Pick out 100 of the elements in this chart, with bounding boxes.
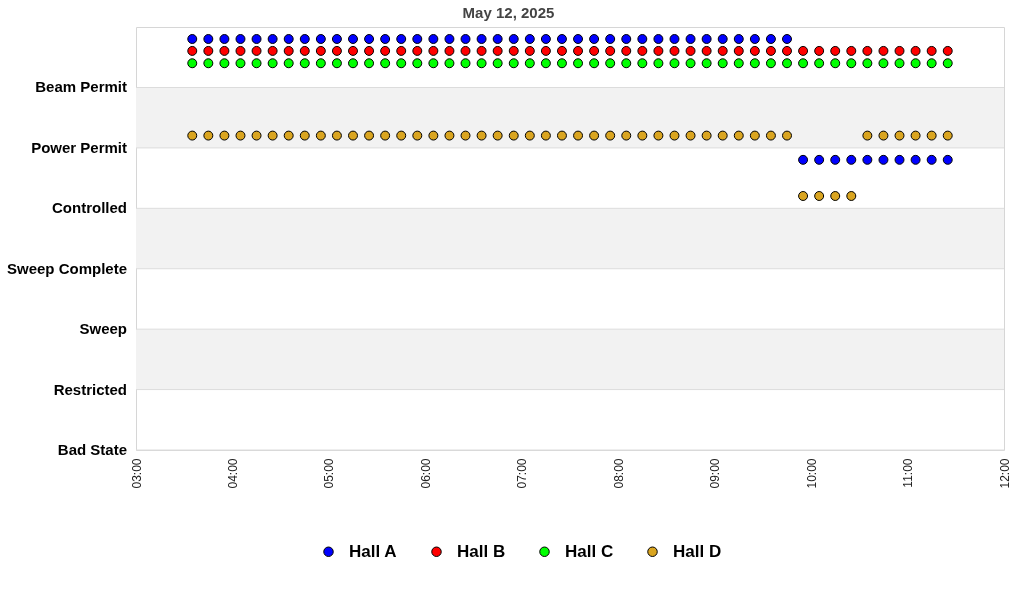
point [798, 45, 809, 56]
point [251, 45, 262, 56]
point [621, 130, 632, 141]
point [331, 58, 342, 69]
point [203, 45, 214, 56]
point [846, 45, 857, 56]
point [830, 58, 841, 69]
point [862, 154, 873, 165]
point [701, 130, 712, 141]
point [782, 58, 792, 69]
point [283, 58, 294, 69]
x-tick-label: 12:00 [997, 458, 1012, 489]
point [267, 130, 278, 141]
point [444, 45, 455, 56]
x-tick-label: 08:00 [611, 458, 626, 489]
point [782, 45, 792, 56]
point [251, 34, 262, 44]
point [637, 45, 648, 56]
point [846, 58, 857, 69]
point [524, 130, 535, 141]
point [331, 34, 342, 44]
point [444, 58, 455, 69]
point [830, 45, 841, 56]
point [364, 130, 375, 141]
point [573, 58, 584, 69]
point [348, 58, 358, 69]
point [685, 58, 696, 69]
point [476, 45, 487, 56]
point [637, 58, 648, 69]
point [203, 58, 214, 69]
point [556, 34, 567, 44]
point [605, 34, 616, 44]
point [476, 58, 487, 69]
point [283, 130, 294, 141]
point [380, 34, 391, 44]
point [878, 154, 889, 165]
point [862, 130, 873, 141]
point [460, 34, 471, 44]
point [782, 130, 792, 141]
point [460, 58, 471, 69]
point [942, 45, 953, 56]
point [396, 130, 407, 141]
point [830, 154, 841, 165]
ref-line-label: Beam Permit [35, 78, 127, 96]
point [894, 154, 905, 165]
point [749, 58, 760, 69]
point [235, 130, 246, 141]
point [733, 130, 744, 141]
ref-line-label: Bad State [57, 441, 127, 458]
point [315, 130, 326, 141]
point [878, 45, 889, 56]
point [878, 58, 889, 69]
point [942, 130, 953, 141]
point [717, 130, 728, 141]
point [492, 34, 503, 44]
point [589, 130, 600, 141]
point [364, 45, 375, 56]
ref-line-label: Restricted [53, 380, 127, 398]
x-tick-label: 10:00 [804, 458, 819, 489]
point [331, 45, 342, 56]
point [348, 130, 358, 141]
point [299, 45, 310, 56]
point [926, 58, 937, 69]
point [492, 130, 503, 141]
point [589, 45, 600, 56]
ref-line-label: Power Permit [31, 138, 127, 156]
point [605, 130, 616, 141]
point [428, 58, 439, 69]
point [348, 34, 358, 44]
point [669, 58, 680, 69]
point [428, 45, 439, 56]
point [910, 58, 921, 69]
point [717, 58, 728, 69]
point [717, 34, 728, 44]
point [605, 58, 616, 69]
point [749, 45, 760, 56]
point [380, 58, 391, 69]
point [637, 34, 648, 44]
point [235, 34, 246, 44]
point [926, 130, 937, 141]
point [653, 58, 664, 69]
point [508, 130, 519, 141]
point [380, 130, 391, 141]
point [556, 130, 567, 141]
point [701, 58, 712, 69]
point [878, 130, 889, 141]
point [492, 45, 503, 56]
point [315, 45, 326, 56]
point [846, 154, 857, 165]
x-tick-label: 11:00 [901, 458, 916, 488]
point [412, 58, 423, 69]
point [926, 154, 937, 165]
point [814, 45, 825, 56]
point [187, 58, 198, 69]
point [299, 58, 310, 69]
point [540, 58, 551, 69]
point [508, 45, 519, 56]
point [412, 130, 423, 141]
point [830, 191, 841, 201]
point [621, 45, 632, 56]
